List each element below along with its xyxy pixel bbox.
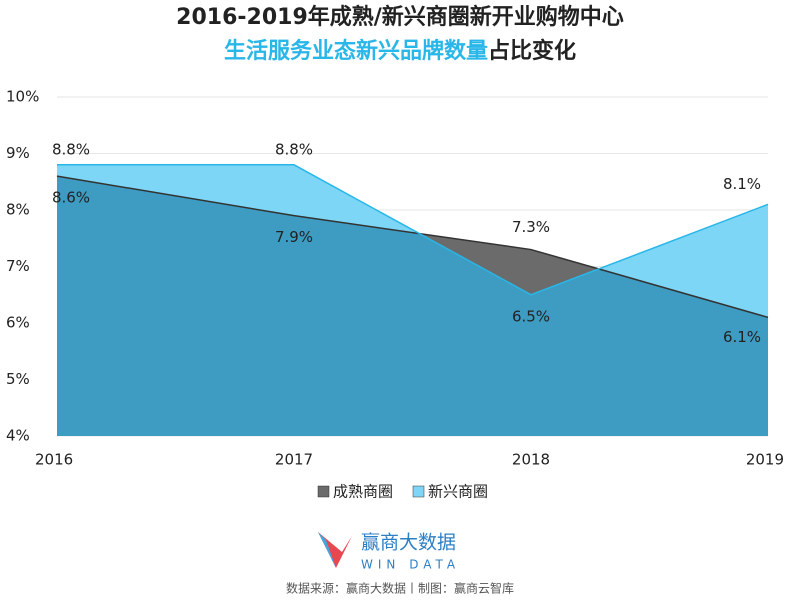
logo-icon	[318, 532, 336, 568]
data-label: 7.9%	[275, 228, 313, 246]
line	[56, 175, 769, 319]
y-tick-label: 10%	[6, 88, 39, 106]
x-tick-label: 2018	[512, 451, 550, 469]
y-tick-label: 5%	[6, 370, 30, 388]
data-label: 6.1%	[723, 328, 761, 346]
legend-swatch	[412, 485, 425, 498]
legend-swatch	[317, 485, 330, 498]
logo-text-en: WIN DATA	[361, 558, 460, 572]
data-label: 7.3%	[512, 218, 550, 236]
data-label: 6.5%	[512, 307, 550, 325]
logo-text: 赢商大数据	[361, 532, 456, 554]
logo-icon	[318, 532, 352, 568]
subtitle-rest: 占比变化	[488, 38, 576, 64]
data-label: 8.8%	[275, 140, 313, 158]
data-label: 8.6%	[52, 189, 90, 207]
chart-title: 2016-2019年成熟/新兴商圈新开业购物中心	[176, 4, 624, 30]
line	[57, 164, 769, 296]
y-tick-label: 4%	[6, 427, 30, 445]
legend-label: 成熟商圈	[333, 483, 393, 501]
data-label: 8.1%	[723, 175, 761, 193]
chart-subtitle: 生活服务业态新兴品牌数量占比变化	[224, 38, 576, 64]
y-tick-label: 7%	[6, 257, 30, 275]
logo: 赢商大数据 WIN DATA	[318, 532, 460, 572]
overlap-area	[57, 176, 768, 436]
data-label: 8.8%	[52, 140, 90, 158]
y-tick-label: 8%	[6, 201, 30, 219]
y-tick-label: 6%	[6, 314, 30, 332]
y-tick-label: 9%	[6, 144, 30, 162]
subtitle-highlight: 生活服务业态新兴品牌数量	[224, 38, 488, 64]
x-tick-label: 2016	[35, 451, 73, 469]
x-tick-label: 2017	[275, 451, 313, 469]
legend-label: 新兴商圈	[428, 483, 488, 501]
source-note: 数据来源：赢商大数据丨制图：赢商云智库	[286, 581, 514, 596]
x-tick-label: 2019	[746, 451, 784, 469]
